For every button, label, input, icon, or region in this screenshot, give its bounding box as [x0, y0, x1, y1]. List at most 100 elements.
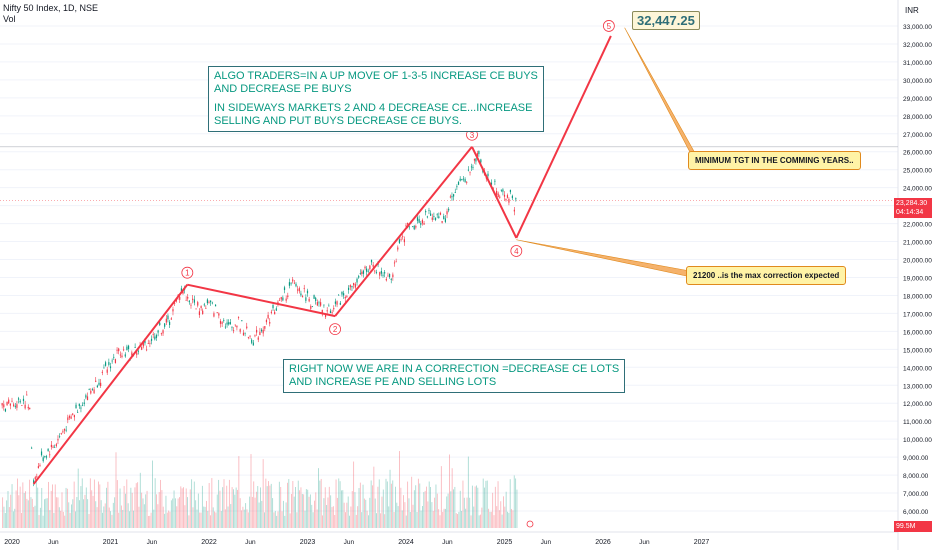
volume-bar	[154, 478, 156, 528]
volume-bar	[293, 496, 295, 528]
price-candle-body	[83, 402, 85, 404]
price-candle-body	[8, 399, 10, 404]
volume-bar	[222, 487, 224, 528]
volume-bar	[436, 493, 438, 528]
price-candle-body	[95, 380, 97, 382]
price-candle-body	[193, 299, 195, 303]
volume-bar	[210, 515, 211, 528]
price-candle-body	[134, 347, 136, 348]
last-bar-marker	[526, 520, 534, 528]
price-candle-body	[226, 322, 228, 325]
symbol-title[interactable]: Nifty 50 Index, 1D, NSE	[3, 3, 99, 13]
price-candle-body	[216, 312, 218, 314]
volume-bar	[68, 502, 70, 528]
price-candle-body	[210, 300, 212, 303]
price-candle-body	[3, 404, 5, 408]
target-callout-pointer	[624, 27, 701, 163]
volume-bar	[150, 512, 152, 528]
volume-bar	[262, 459, 264, 528]
price-candle-body	[93, 389, 95, 394]
volume-bar	[401, 510, 403, 528]
volume-bar	[231, 487, 233, 528]
volume-bar	[281, 511, 283, 528]
volume-bar	[77, 468, 79, 528]
volume-bar	[54, 484, 56, 528]
price-candle-body	[362, 270, 365, 274]
price-candle-body	[305, 297, 307, 301]
price-candle-body	[187, 296, 189, 299]
x-tick-label: 2026	[595, 539, 611, 546]
price-candle-body	[50, 444, 52, 448]
y-tick-label: 28,000.00	[903, 114, 932, 121]
price-candle-body	[202, 310, 204, 315]
volume-bar	[507, 511, 508, 528]
volume-bar	[238, 456, 240, 528]
volume-bar	[135, 483, 137, 528]
volume-bar	[270, 483, 272, 528]
price-candle-body	[114, 359, 117, 363]
price-candle-body	[90, 390, 92, 394]
volume-bar	[120, 505, 122, 528]
target-value-box[interactable]: 32,447.25	[632, 11, 700, 30]
price-candle-body	[470, 166, 473, 168]
volume-bar	[49, 510, 51, 528]
price-candle-body	[451, 196, 453, 198]
volume-bar	[467, 456, 469, 528]
correction-note[interactable]: RIGHT NOW WE ARE IN A CORRECTION =DECREA…	[283, 359, 626, 393]
price-candle-body	[423, 223, 425, 225]
x-tick-label: 2020	[4, 539, 20, 546]
volume-bar	[95, 501, 97, 528]
price-candle-body	[496, 191, 498, 195]
volume-bar	[52, 484, 53, 528]
volume-bar	[276, 515, 278, 528]
price-candle-body	[256, 329, 258, 333]
price-candle-body	[172, 309, 174, 312]
price-candle-body	[444, 218, 446, 222]
volume-bar	[438, 509, 440, 528]
price-candle-body	[433, 216, 435, 217]
volume-bar	[386, 481, 388, 528]
volume-bar	[218, 479, 220, 528]
volume-bar	[111, 514, 113, 528]
volume-bar	[114, 497, 116, 528]
price-candle-body	[473, 158, 476, 161]
price-candle-body	[54, 446, 56, 448]
volume-bar	[161, 490, 163, 528]
price-candle-body	[136, 352, 138, 355]
price-candle-body	[224, 326, 227, 328]
volume-bar	[228, 479, 230, 528]
volume-bar	[226, 485, 228, 528]
price-candle-body	[65, 429, 67, 431]
correction-callout[interactable]: 21200 ..is the max correction expected	[686, 266, 847, 285]
price-candle-body	[159, 322, 161, 326]
price-candle-body	[21, 405, 23, 406]
volume-bar	[366, 510, 368, 528]
volume-bar	[39, 507, 41, 528]
price-candle-body	[22, 398, 25, 402]
volume-bar	[206, 500, 207, 528]
price-candle-body	[372, 264, 374, 267]
volume-bar	[509, 479, 511, 528]
volume-bar	[103, 506, 105, 528]
x-tick-label: Jun	[344, 539, 355, 546]
wave-label: 1	[185, 269, 190, 278]
volume-bar	[423, 492, 425, 528]
x-tick-label: 2021	[103, 539, 119, 546]
target-callout[interactable]: MINIMUM TGT IN THE COMMING YEARS..	[688, 151, 861, 170]
price-candle-body	[387, 275, 389, 277]
y-tick-label: 10,000.00	[903, 437, 932, 444]
wave-label-circle	[602, 20, 615, 32]
volume-bar	[112, 502, 114, 528]
volume-bar	[108, 507, 110, 528]
volume-bar	[137, 482, 139, 528]
price-candle-body	[160, 333, 162, 335]
price-candle-body	[316, 302, 318, 306]
wave-label-circle	[329, 323, 341, 336]
x-tick-label: 2023	[300, 539, 316, 546]
algo-note[interactable]: ALGO TRADERS=IN A UP MOVE OF 1-3-5 INCRE…	[208, 66, 544, 132]
volume-bar	[282, 500, 284, 528]
volume-bar	[181, 488, 183, 528]
volume-bar	[193, 481, 195, 528]
price-candle-body	[353, 282, 355, 286]
